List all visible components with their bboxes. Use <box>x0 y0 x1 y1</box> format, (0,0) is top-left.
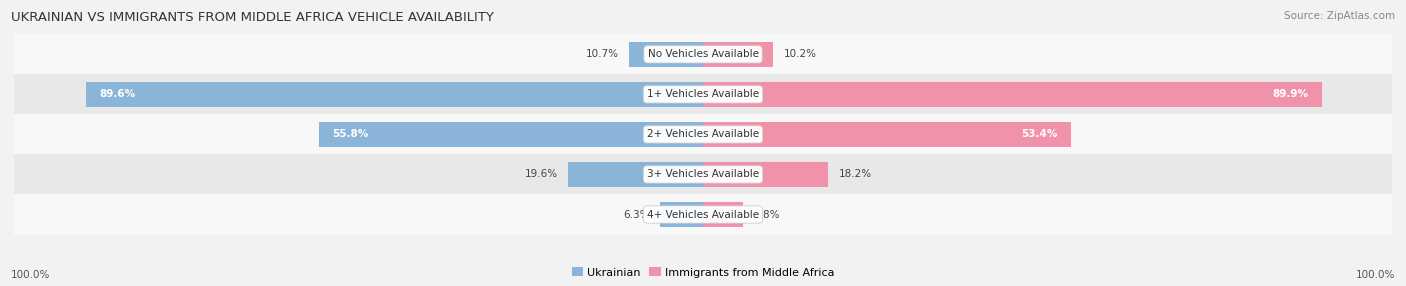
Bar <box>14 114 1392 154</box>
Text: 53.4%: 53.4% <box>1021 130 1057 139</box>
Text: 55.8%: 55.8% <box>332 130 368 139</box>
Bar <box>703 122 1071 147</box>
Bar <box>703 42 773 67</box>
Bar <box>14 194 1392 235</box>
Bar <box>703 162 828 187</box>
Text: No Vehicles Available: No Vehicles Available <box>648 49 758 59</box>
Text: 10.7%: 10.7% <box>586 49 619 59</box>
Legend: Ukrainian, Immigrants from Middle Africa: Ukrainian, Immigrants from Middle Africa <box>571 267 835 278</box>
Bar <box>703 82 1323 107</box>
Text: 18.2%: 18.2% <box>839 170 872 179</box>
Text: 2+ Vehicles Available: 2+ Vehicles Available <box>647 130 759 139</box>
Text: 10.2%: 10.2% <box>783 49 817 59</box>
Bar <box>630 42 703 67</box>
Bar <box>14 154 1392 194</box>
Text: 1+ Vehicles Available: 1+ Vehicles Available <box>647 90 759 99</box>
Bar <box>568 162 703 187</box>
Text: 6.3%: 6.3% <box>623 210 650 219</box>
Text: UKRAINIAN VS IMMIGRANTS FROM MIDDLE AFRICA VEHICLE AVAILABILITY: UKRAINIAN VS IMMIGRANTS FROM MIDDLE AFRI… <box>11 11 494 24</box>
Text: 100.0%: 100.0% <box>11 270 51 280</box>
Text: 5.8%: 5.8% <box>754 210 780 219</box>
Text: 3+ Vehicles Available: 3+ Vehicles Available <box>647 170 759 179</box>
Bar <box>659 202 703 227</box>
Text: 100.0%: 100.0% <box>1355 270 1395 280</box>
Text: 89.6%: 89.6% <box>100 90 135 99</box>
Text: 89.9%: 89.9% <box>1272 90 1309 99</box>
Bar <box>86 82 703 107</box>
Bar <box>14 34 1392 74</box>
Text: 4+ Vehicles Available: 4+ Vehicles Available <box>647 210 759 219</box>
Text: Source: ZipAtlas.com: Source: ZipAtlas.com <box>1284 11 1395 21</box>
Bar <box>703 202 742 227</box>
Bar <box>319 122 703 147</box>
Text: 19.6%: 19.6% <box>524 170 558 179</box>
Bar <box>14 74 1392 114</box>
